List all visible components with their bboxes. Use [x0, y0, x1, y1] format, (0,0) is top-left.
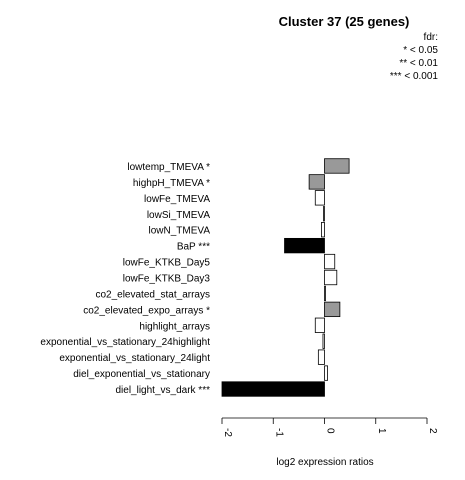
- category-label: co2_elevated_expo_arrays *: [83, 305, 210, 316]
- legend: fdr: * < 0.05 ** < 0.01 *** < 0.001: [390, 32, 439, 82]
- category-label: lowFe_TMEVA: [144, 194, 210, 205]
- bar: [324, 158, 350, 174]
- x-tick-label: 0: [325, 428, 336, 434]
- category-label: BaP ***: [177, 242, 210, 253]
- bars: [221, 158, 350, 397]
- category-label: lowSi_TMEVA: [147, 210, 210, 221]
- x-tick-label: -2: [222, 428, 233, 437]
- category-labels: lowtemp_TMEVA * highpH_TMEVA * lowFe_TMEVA…: [40, 162, 210, 396]
- category-label: diel_light_vs_dark ***: [115, 385, 210, 396]
- bar: [323, 206, 325, 222]
- category-label: lowN_TMEVA: [149, 226, 211, 237]
- chart-title: Cluster 37 (25 genes): [279, 14, 410, 29]
- x-tick-label: 1: [376, 428, 387, 434]
- legend-entry-2: ** < 0.01: [399, 58, 438, 69]
- category-label: diel_exponential_vs_stationary: [73, 369, 210, 380]
- legend-entry-1: * < 0.05: [403, 45, 438, 56]
- bar: [324, 365, 328, 381]
- x-tick-label: 2: [427, 428, 438, 434]
- bar: [284, 237, 325, 254]
- legend-title: fdr:: [424, 32, 438, 43]
- bar: [321, 222, 325, 238]
- bar: [317, 349, 325, 365]
- category-label: lowFe_KTKB_Day5: [123, 258, 211, 269]
- category-label: lowtemp_TMEVA *: [127, 162, 210, 173]
- bar: [314, 317, 325, 333]
- x-axis-label: log2 expression ratios: [276, 457, 373, 468]
- bar: [324, 301, 341, 318]
- bar: [314, 190, 325, 206]
- bar: [322, 333, 325, 349]
- bar: [324, 285, 326, 302]
- bar: [221, 381, 325, 397]
- bar: [324, 269, 338, 286]
- category-label: exponential_vs_stationary_24light: [59, 353, 210, 364]
- category-label: lowFe_KTKB_Day3: [123, 274, 211, 285]
- category-label: highlight_arrays: [139, 321, 210, 332]
- category-label: exponential_vs_stationary_24highlight: [40, 337, 210, 348]
- category-label: highpH_TMEVA *: [133, 178, 210, 189]
- bar: [324, 253, 336, 270]
- category-label: co2_elevated_stat_arrays: [95, 289, 210, 300]
- x-tick-label: -1: [273, 428, 284, 437]
- bar: [308, 174, 325, 190]
- x-axis: -2 -1 0 1 2: [221, 417, 438, 437]
- legend-entry-3: *** < 0.001: [390, 71, 439, 82]
